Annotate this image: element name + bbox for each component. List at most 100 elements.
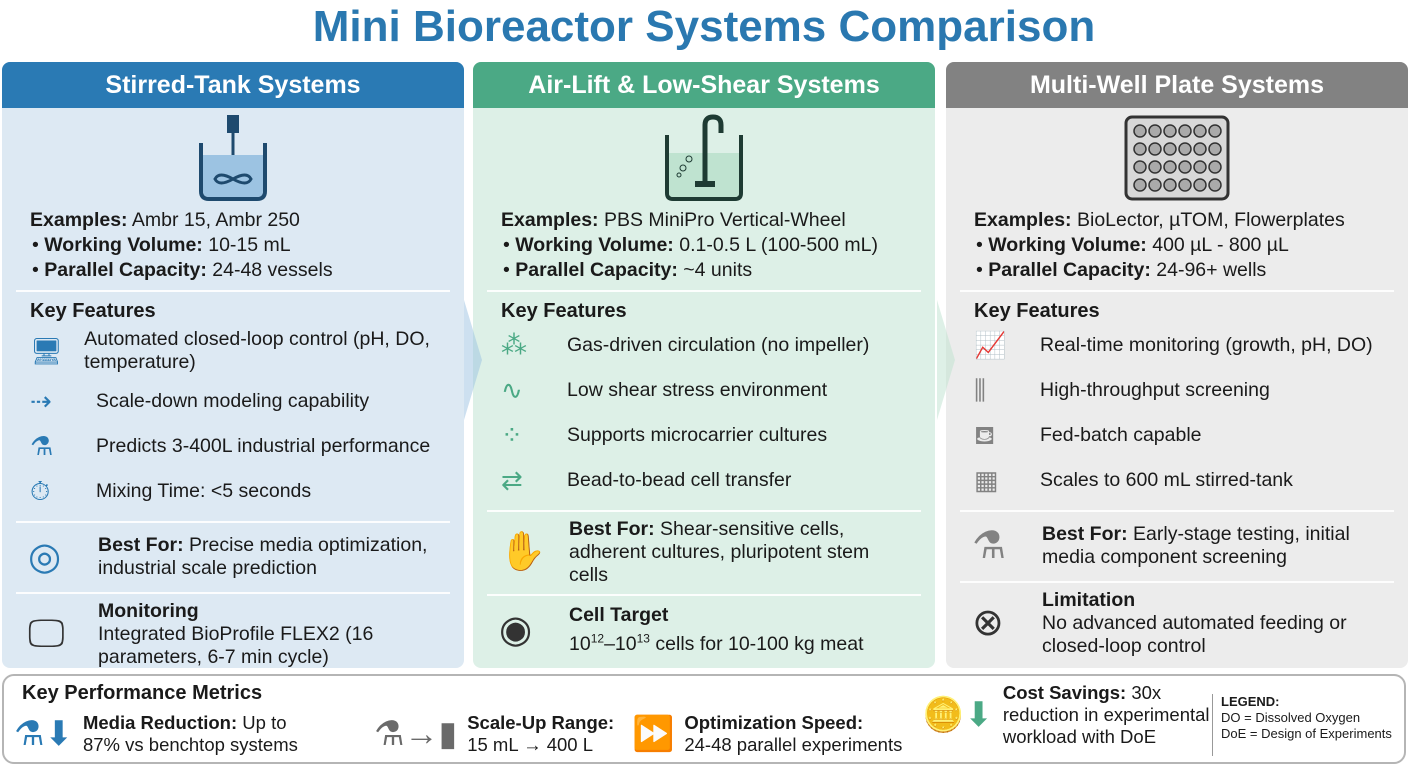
feature-text: Fed-batch capable: [1040, 424, 1202, 446]
best-for-label: Best For:: [98, 534, 184, 556]
working-volume-line: • Working Volume: 10-15 mL: [32, 234, 291, 256]
flask-to-tank-icon: ⚗→▮: [374, 715, 458, 753]
well-plate-icon: [946, 108, 1408, 208]
metric-detail: 24-48 parallel experiments: [684, 734, 903, 755]
chart-icon: 📈: [974, 330, 1007, 360]
stopwatch-icon: ⏱: [30, 476, 51, 506]
metric-detail: reduction in experimental: [1002, 704, 1210, 725]
feature-text: Gas-driven circulation (no impeller): [567, 334, 870, 356]
best-for-label: Best For:: [569, 518, 655, 540]
metric-line: Optimization Speed:: [684, 712, 902, 734]
examples-label: Examples:: [974, 209, 1072, 231]
key-performance-metrics: Key Performance Metrics ⚗⬇ Media Reductio…: [2, 674, 1406, 764]
plate-to-tank-icon: ▦: [974, 465, 999, 495]
best-for-value: Precise media optimization, industrial s…: [98, 534, 428, 579]
column-header: Multi-Well Plate Systems: [946, 62, 1408, 108]
metric-detail: 15 mL → 400 L: [467, 734, 594, 755]
feature-item: ⁂ Gas-driven circulation (no impeller): [473, 323, 935, 368]
metric-line: Media Reduction: Up to: [83, 712, 298, 734]
parallel-capacity-label: Parallel Capacity:: [988, 259, 1151, 281]
examples-block: Examples: PBS MiniPro Vertical-Wheel • Wo…: [473, 208, 935, 283]
legend-title: LEGEND:: [1221, 694, 1280, 709]
metric-item: 🪙⬇ Cost Savings: 30x reduction in experime…: [922, 682, 1210, 748]
metric-item: ⚗⬇ Media Reduction: Up to 87% vs benchtop …: [14, 712, 298, 756]
feature-text: Scale-down modeling capability: [96, 390, 370, 412]
examples-label: Examples:: [30, 209, 128, 231]
metric-text: Optimization Speed: 24-48 parallel experi…: [684, 712, 902, 756]
column-stirred: Stirred-Tank Systems Examples: Ambr 15, A…: [2, 62, 464, 668]
working-volume-label: Working Volume:: [44, 234, 203, 256]
metric-line: Cost Savings: 30x: [1003, 682, 1210, 704]
divider: [960, 581, 1394, 583]
microcarriers-icon: ⁘: [501, 420, 523, 450]
cell-target-value: 1012–1013 cells for 10-100 kg meat: [569, 631, 864, 655]
bottom-text: Limitation No advanced automated feeding …: [1042, 589, 1382, 658]
bottom-block: 🖵 Monitoring Integrated BioProfile FLEX2 (…: [2, 594, 464, 668]
feature-text: Bead-to-bead cell transfer: [567, 469, 792, 491]
exponent: 13: [636, 631, 650, 646]
key-features-heading: Key Features: [974, 300, 1100, 322]
feature-text: Supports microcarrier cultures: [567, 424, 828, 446]
examples-label: Examples:: [501, 209, 599, 231]
fast-forward-icon: ⏩: [632, 715, 675, 753]
feature-item: ⁘ Supports microcarrier cultures: [473, 413, 935, 458]
examples-line: Examples: BioLector, µTOM, Flowerplates: [974, 208, 1408, 233]
bottom-value: Integrated BioProfile FLEX2 (16 paramete…: [98, 623, 374, 668]
monitor-icon: 🖵: [28, 613, 65, 655]
working-volume-line: • Working Volume: 400 µL - 800 µL: [976, 234, 1289, 256]
examples-value: Ambr 15, Ambr 250: [131, 209, 300, 231]
control-panel-icon: 🖥: [30, 335, 64, 366]
feature-item: ⚗ Predicts 3-400L industrial performance: [2, 424, 464, 469]
coins-down-icon: 🪙⬇: [922, 696, 993, 734]
column-multiwell: Multi-Well Plate Systems Examples: BioLec…: [946, 62, 1408, 668]
parallel-capacity-value: 24-96+ wells: [1156, 259, 1267, 281]
examples-value: BioLector, µTOM, Flowerplates: [1076, 209, 1345, 231]
divider: [487, 594, 921, 596]
best-for-label: Best For:: [1042, 523, 1128, 545]
flask-check-icon: ⚗: [972, 524, 1007, 567]
working-volume-label: Working Volume:: [515, 234, 674, 256]
cell-target-rest: cells for 10-100 kg meat: [649, 632, 864, 655]
examples-line: Examples: PBS MiniPro Vertical-Wheel: [501, 208, 935, 233]
metric-label: Media Reduction:: [82, 712, 238, 733]
feature-item: ∿ Low shear stress environment: [473, 368, 935, 413]
flask-down-arrow-icon: ⚗⬇: [14, 715, 73, 753]
feature-item: ▦ Scales to 600 mL stirred-tank: [946, 458, 1408, 503]
bottom-label: Limitation: [1042, 589, 1136, 611]
base: 10: [569, 632, 591, 655]
best-for-text: Best For: Shear-sensitive cells, adheren…: [569, 518, 909, 587]
feature-item: ⇢ Scale-down modeling capability: [2, 379, 464, 424]
bottom-text: Monitoring Integrated BioProfile FLEX2 (1…: [98, 600, 438, 668]
divider: [16, 290, 450, 292]
parallel-capacity-label: Parallel Capacity:: [515, 259, 678, 281]
parallel-capacity-label: Parallel Capacity:: [44, 259, 207, 281]
metric-text: Cost Savings: 30x reduction in experiment…: [1003, 682, 1210, 748]
flow-arrow-icon: [464, 300, 494, 420]
column-header: Air-Lift & Low-Shear Systems: [473, 62, 935, 108]
working-volume-value: 400 µL - 800 µL: [1152, 234, 1289, 256]
bottom-value: No advanced automated feeding or closed-…: [1042, 612, 1347, 657]
metric-label: Optimization Speed:: [684, 712, 864, 733]
best-for-block: ⚗ Best For: Early-stage testing, initial …: [946, 512, 1408, 574]
bottom-text: Cell Target 1012–1013 cells for 10-100 kg…: [569, 604, 909, 656]
divider: [16, 521, 450, 523]
metric-value: 30x: [1126, 682, 1162, 703]
working-volume-value: 10-15 mL: [208, 234, 291, 256]
parallel-capacity-value: ~4 units: [683, 259, 753, 281]
column-header: Stirred-Tank Systems: [2, 62, 464, 108]
x-circle-icon: ⊗: [972, 602, 1004, 644]
bottom-block: ⊗ Limitation No advanced automated feeding…: [946, 583, 1408, 658]
best-for-block: ✋ Best For: Shear-sensitive cells, adhere…: [473, 512, 935, 587]
stirred-tank-icon: [2, 108, 464, 208]
examples-block: Examples: Ambr 15, Ambr 250 • Working Vol…: [2, 208, 464, 283]
flask-to-tank-icon: ⚗: [30, 431, 54, 461]
best-for-value: Shear-sensitive cells, adherent cultures…: [569, 518, 870, 586]
cell-icon: ∿: [501, 375, 523, 405]
feature-text: Automated closed-loop control (pH, DO, t…: [84, 328, 430, 373]
metric-detail: 87% vs benchtop systems: [82, 734, 298, 755]
feature-item: 📈 Real-time monitoring (growth, pH, DO): [946, 323, 1408, 368]
metric-item: ⏩ Optimization Speed: 24-48 parallel exper…: [632, 712, 902, 756]
bead-transfer-icon: ⇄: [501, 465, 523, 495]
examples-block: Examples: BioLector, µTOM, Flowerplates •…: [946, 208, 1408, 283]
feature-text: Real-time monitoring (growth, pH, DO): [1040, 334, 1373, 356]
